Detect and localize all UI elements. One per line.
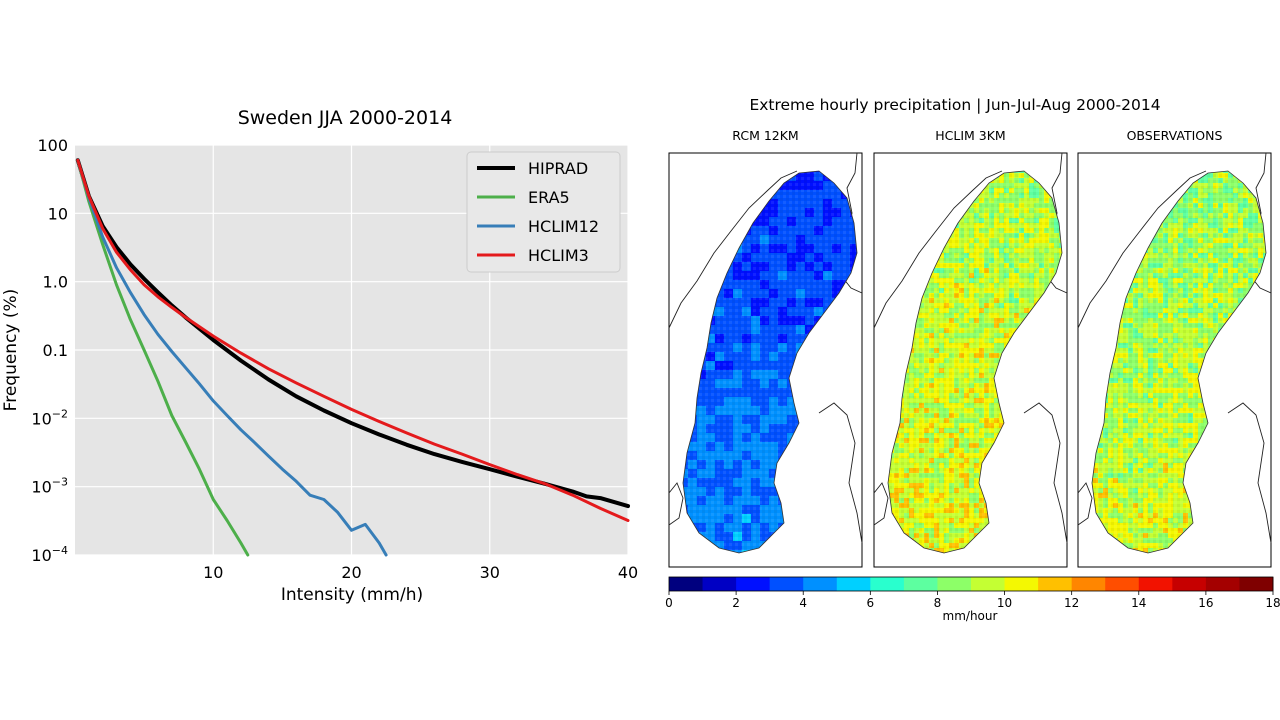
colorbar-segment (1071, 577, 1106, 591)
colorbar: 0 2 4 6 8 10 12 14 16 18 (665, 576, 1280, 610)
sweden-outline (887, 170, 1063, 554)
legend-box (466, 151, 621, 273)
x-tick-label: 10 (203, 563, 223, 582)
y-tick-label: 10−3 (31, 476, 68, 497)
x-tick-label: 20 (341, 563, 361, 582)
colorbar-segment (937, 577, 972, 591)
map-panel-1: RCM 12KM (668, 128, 863, 568)
y-tick-label: 1.0 (43, 273, 68, 292)
y-tick-label: 100 (37, 136, 68, 155)
legend-label: HCLIM12 (528, 217, 599, 236)
colorbar-segment (1105, 577, 1140, 591)
x-axis-label: Intensity (mm/h) (281, 585, 423, 605)
coastlines (668, 152, 863, 544)
map-panel-title: RCM 12KM (732, 128, 798, 143)
y-tick-label: 0.1 (43, 341, 68, 360)
series-lines (75, 158, 630, 557)
legend-label: HIPRAD (528, 159, 588, 178)
y-tick-label: 10−2 (31, 407, 68, 428)
map-panel-title: OBSERVATIONS (1127, 128, 1223, 143)
colorbar-tick-label: 18 (1265, 596, 1280, 610)
y-tick-label: 10 (48, 204, 68, 223)
colorbar-segment (1172, 577, 1207, 591)
map-panel-title: HCLIM 3KM (935, 128, 1005, 143)
x-tick-label: 30 (480, 563, 500, 582)
colorbar-segment (870, 577, 905, 591)
series-line-hclim3 (76, 158, 630, 522)
x-tick-labels: 10 20 30 40 (203, 563, 638, 582)
chart-title: Sweden JJA 2000-2014 (238, 107, 453, 129)
colorbar-segment (1038, 577, 1073, 591)
colorbar-segment (702, 577, 737, 591)
legend-label: ERA5 (528, 188, 570, 207)
x-tick-label: 40 (618, 563, 638, 582)
colorbar-segment (903, 577, 938, 591)
colorbar-label: mm/hour (943, 609, 998, 623)
colorbar-segment (736, 577, 771, 591)
map-panel-3: OBSERVATIONS (1077, 128, 1272, 568)
colorbar-segment (769, 577, 804, 591)
map-panel-2: HCLIM 3KM (873, 128, 1068, 568)
colorbar-segment (1138, 577, 1173, 591)
colorbar-tick-label: 10 (997, 596, 1012, 610)
colorbar-tick-label: 8 (934, 596, 942, 610)
maps-title: Extreme hourly precipitation | Jun-Jul-A… (749, 96, 1160, 114)
colorbar-tick-label: 6 (867, 596, 875, 610)
colorbar-tick-label: 16 (1198, 596, 1213, 610)
colorbar-segment (971, 577, 1006, 591)
colorbar-segment (1239, 577, 1274, 591)
sweden-outline (1091, 170, 1267, 554)
colorbar-tick-label: 2 (732, 596, 740, 610)
colorbar-segment (836, 577, 871, 591)
series-line-era5 (76, 158, 250, 557)
colorbar-segment (1004, 577, 1039, 591)
legend: HIPRAD ERA5 HCLIM12 HCLIM3 (466, 151, 621, 273)
series-line-hclim12 (76, 158, 388, 557)
y-axis-label: Frequency (%) (1, 289, 21, 412)
colorbar-tick-label: 14 (1131, 596, 1146, 610)
colorbar-tick-label: 0 (665, 596, 673, 610)
colorbar-segment (669, 577, 704, 591)
y-tick-label: 10−4 (31, 544, 68, 565)
sweden-outline (682, 170, 858, 554)
y-tick-labels: 100 10 1.0 0.1 10−2 10−3 10−4 (31, 136, 68, 565)
colorbar-tick-label: 12 (1064, 596, 1079, 610)
precipitation-maps: Extreme hourly precipitation | Jun-Jul-A… (665, 96, 1280, 623)
colorbar-segment (1205, 577, 1240, 591)
legend-label: HCLIM3 (528, 246, 589, 265)
frequency-line-chart: Sweden JJA 2000-2014 10 20 30 40 100 10 1.0 0.… (1, 107, 638, 605)
colorbar-tick-label: 4 (799, 596, 807, 610)
colorbar-segment (803, 577, 838, 591)
